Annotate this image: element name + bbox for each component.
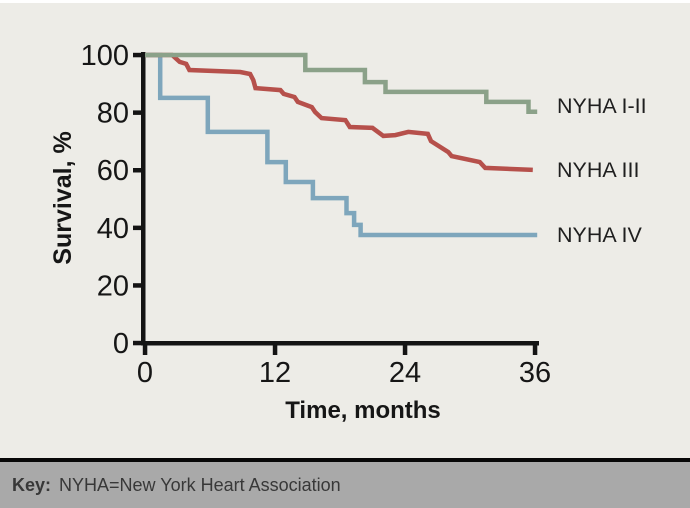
key-label: Key: — [12, 474, 52, 495]
survival-chart-canvas: Survival, % Time, months 100 80 60 40 20 00 12… — [49, 40, 647, 424]
x-axis — [141, 341, 539, 346]
y-tick-label: 100 — [81, 40, 129, 72]
x-tick-label: 12 — [259, 357, 291, 389]
y-axis-title: Survival, % — [49, 131, 77, 264]
y-axis-tick — [133, 110, 142, 115]
y-axis-tick — [133, 168, 142, 173]
x-axis-title: Time, months — [285, 397, 441, 424]
y-axis — [141, 52, 146, 346]
x-axis-tick — [402, 344, 408, 355]
x-tick-label: 0 — [137, 357, 153, 389]
legend-label-nyha-iii: NYHA III — [557, 158, 639, 182]
y-tick-label: 60 — [97, 155, 129, 187]
series-line-nyha-iii — [145, 52, 533, 173]
x-axis-tick — [272, 344, 278, 355]
x-tick-label: 24 — [389, 357, 421, 389]
y-tick-label: 80 — [97, 98, 129, 130]
series-line-nyha-iv — [145, 52, 538, 238]
survival-chart: Survival, % Time, months 100 80 60 40 20 0 0 12… — [49, 40, 647, 424]
y-tick-label: 20 — [97, 270, 129, 302]
y-tick-label: 0 — [113, 328, 129, 360]
legend-label-nyha-i-ii: NYHA I-II — [557, 94, 647, 118]
y-tick-label: 40 — [97, 213, 129, 245]
y-axis-tick — [133, 283, 142, 288]
generated-chart-content: 100 80 60 40 20 00 12 24 36 NYHA IV NYHA III NYHA I… — [81, 40, 647, 389]
y-axis-tick — [133, 340, 142, 346]
x-axis-tick — [142, 344, 148, 355]
key-bar: Key: NYHA=New York Heart Association — [0, 458, 690, 508]
x-axis-tick — [532, 344, 538, 355]
y-axis-tick — [133, 52, 142, 58]
top-white-strip — [0, 0, 690, 3]
key-definition-text: NYHA=New York Heart Association — [59, 474, 341, 495]
x-tick-label: 36 — [519, 357, 551, 389]
series-line-nyha-i-ii — [145, 52, 538, 114]
legend-label-nyha-iv: NYHA IV — [557, 223, 642, 247]
y-axis-tick — [133, 225, 142, 231]
